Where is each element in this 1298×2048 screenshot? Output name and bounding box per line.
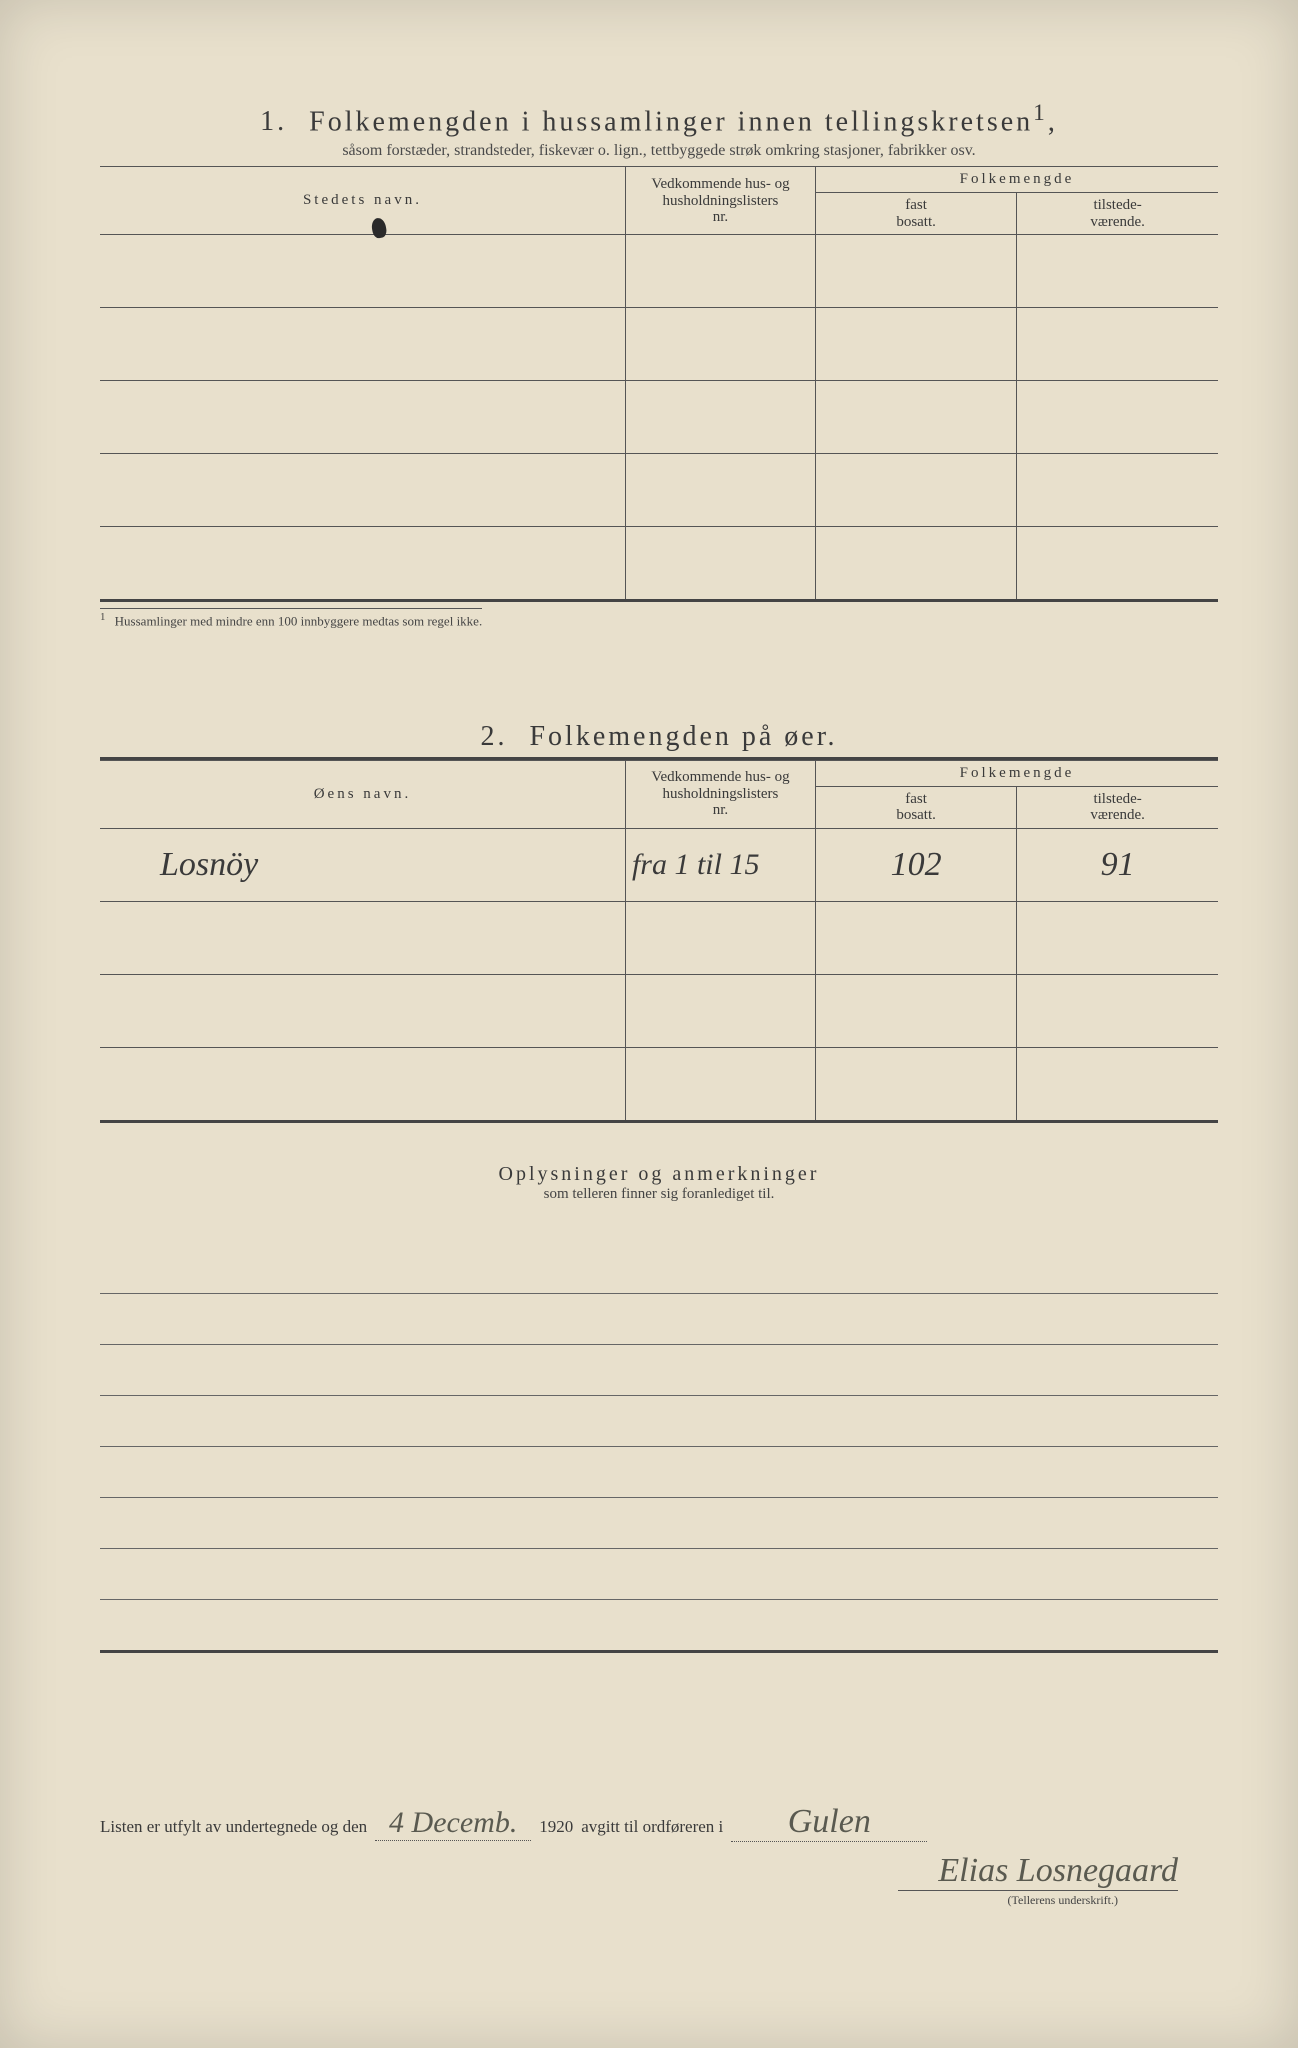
s1-r4-fast (816, 527, 1017, 601)
line-3 (100, 1345, 1218, 1396)
hdr-stedets-navn: Stedets navn. (100, 167, 625, 235)
line-4 (100, 1396, 1218, 1447)
section1-title-text: Folkemengden i hussamlinger innen tellin… (309, 106, 1033, 137)
s1-r4-til (1017, 527, 1218, 601)
s2-r3-fast (816, 1047, 1017, 1121)
line-1 (100, 1243, 1218, 1294)
footer-date: 4 Decemb. (375, 1806, 531, 1841)
hdr-hus: Vedkommende hus- og husholdningslisters … (625, 167, 815, 235)
remarks-subtitle: som telleren finner sig foranlediget til… (100, 1186, 1218, 1203)
signature: Elias Losnegaard (100, 1852, 1178, 1890)
hdr-tilstede: tilstede- værende. (1017, 193, 1218, 235)
s2-r0-hus: fra 1 til 15 (625, 828, 815, 901)
section1-table: Stedets navn. Vedkommende hus- og hushol… (100, 167, 1218, 602)
footer-prefix: Listen er utfylt av undertegnede og den (100, 1817, 367, 1837)
s2-r3-name (100, 1047, 625, 1121)
s2-r1-til (1017, 901, 1218, 974)
s1-r2-name (100, 381, 625, 454)
footer-year: 1920 (539, 1817, 573, 1837)
s2-r2-name (100, 974, 625, 1047)
s2-r1-name (100, 901, 625, 974)
footer-place: Gulen (731, 1803, 927, 1842)
s1-r2-til (1017, 381, 1218, 454)
section2-title-text: Folkemengden på øer. (529, 721, 837, 752)
s1-r0-name (100, 235, 625, 308)
hdr2-oens-navn: Øens navn. (100, 760, 625, 828)
s1-r1-til (1017, 308, 1218, 381)
s2-r0-name: Losnöy (100, 828, 625, 901)
section2-table: Øens navn. Vedkommende hus- og husholdni… (100, 760, 1218, 1123)
census-form-page: 1. Folkemengden i hussamlinger innen tel… (0, 0, 1298, 2048)
footer-line: Listen er utfylt av undertegnede og den … (100, 1803, 1218, 1842)
section1-subtitle: såsom forstæder, strandsteder, fiskevær … (100, 142, 1218, 160)
line-6 (100, 1498, 1218, 1549)
signature-label: (Tellerens underskrift.) (898, 1890, 1178, 1908)
line-7 (100, 1549, 1218, 1600)
s2-r0-fast: 102 (816, 828, 1017, 901)
section1-footnote: 1 Hussamlinger med mindre enn 100 innbyg… (100, 608, 482, 629)
s1-r3-hus (625, 454, 815, 527)
section1-title: 1. Folkemengden i hussamlinger innen tel… (100, 100, 1218, 138)
section2-title: 2. Folkemengden på øer. (100, 721, 1218, 753)
s1-r3-name (100, 454, 625, 527)
s2-r2-hus (625, 974, 815, 1047)
section2-number: 2. (480, 721, 507, 752)
line-8 (100, 1600, 1218, 1653)
footer-middle: avgitt til ordføreren i (581, 1817, 723, 1837)
section1-body (100, 235, 1218, 601)
hdr2-hus: Vedkommende hus- og husholdningslisters … (625, 760, 815, 828)
s1-r3-til (1017, 454, 1218, 527)
s1-r0-fast (816, 235, 1017, 308)
hdr2-fast: fast bosatt. (816, 786, 1017, 828)
section2-body: Losnöy fra 1 til 15 102 91 (100, 828, 1218, 1121)
remarks-title: Oplysninger og anmerkninger (100, 1163, 1218, 1186)
line-5 (100, 1447, 1218, 1498)
hdr2-folkemengde: Folkemengde (816, 760, 1219, 786)
s1-r1-name (100, 308, 625, 381)
remarks-lines (100, 1243, 1218, 1653)
s2-r2-fast (816, 974, 1017, 1047)
s2-r3-hus (625, 1047, 815, 1121)
s2-r0-til: 91 (1017, 828, 1218, 901)
s1-r2-fast (816, 381, 1017, 454)
s1-r1-fast (816, 308, 1017, 381)
spacer-1 (100, 631, 1218, 721)
signature-area: Elias Losnegaard (Tellerens underskrift.… (100, 1852, 1218, 1909)
hdr2-tilstede: tilstede- værende. (1017, 786, 1218, 828)
s1-r3-fast (816, 454, 1017, 527)
s2-r1-fast (816, 901, 1017, 974)
s1-r4-hus (625, 527, 815, 601)
section1-number: 1. (260, 106, 287, 137)
line-2 (100, 1294, 1218, 1345)
s1-r0-hus (625, 235, 815, 308)
s1-r0-til (1017, 235, 1218, 308)
s2-r1-hus (625, 901, 815, 974)
s2-r3-til (1017, 1047, 1218, 1121)
s1-r4-name (100, 527, 625, 601)
s2-r2-til (1017, 974, 1218, 1047)
s1-r2-hus (625, 381, 815, 454)
hdr-fast: fast bosatt. (816, 193, 1017, 235)
s1-r1-hus (625, 308, 815, 381)
section1-sup: 1 (1033, 100, 1048, 126)
hdr-folkemengde: Folkemengde (816, 167, 1219, 193)
